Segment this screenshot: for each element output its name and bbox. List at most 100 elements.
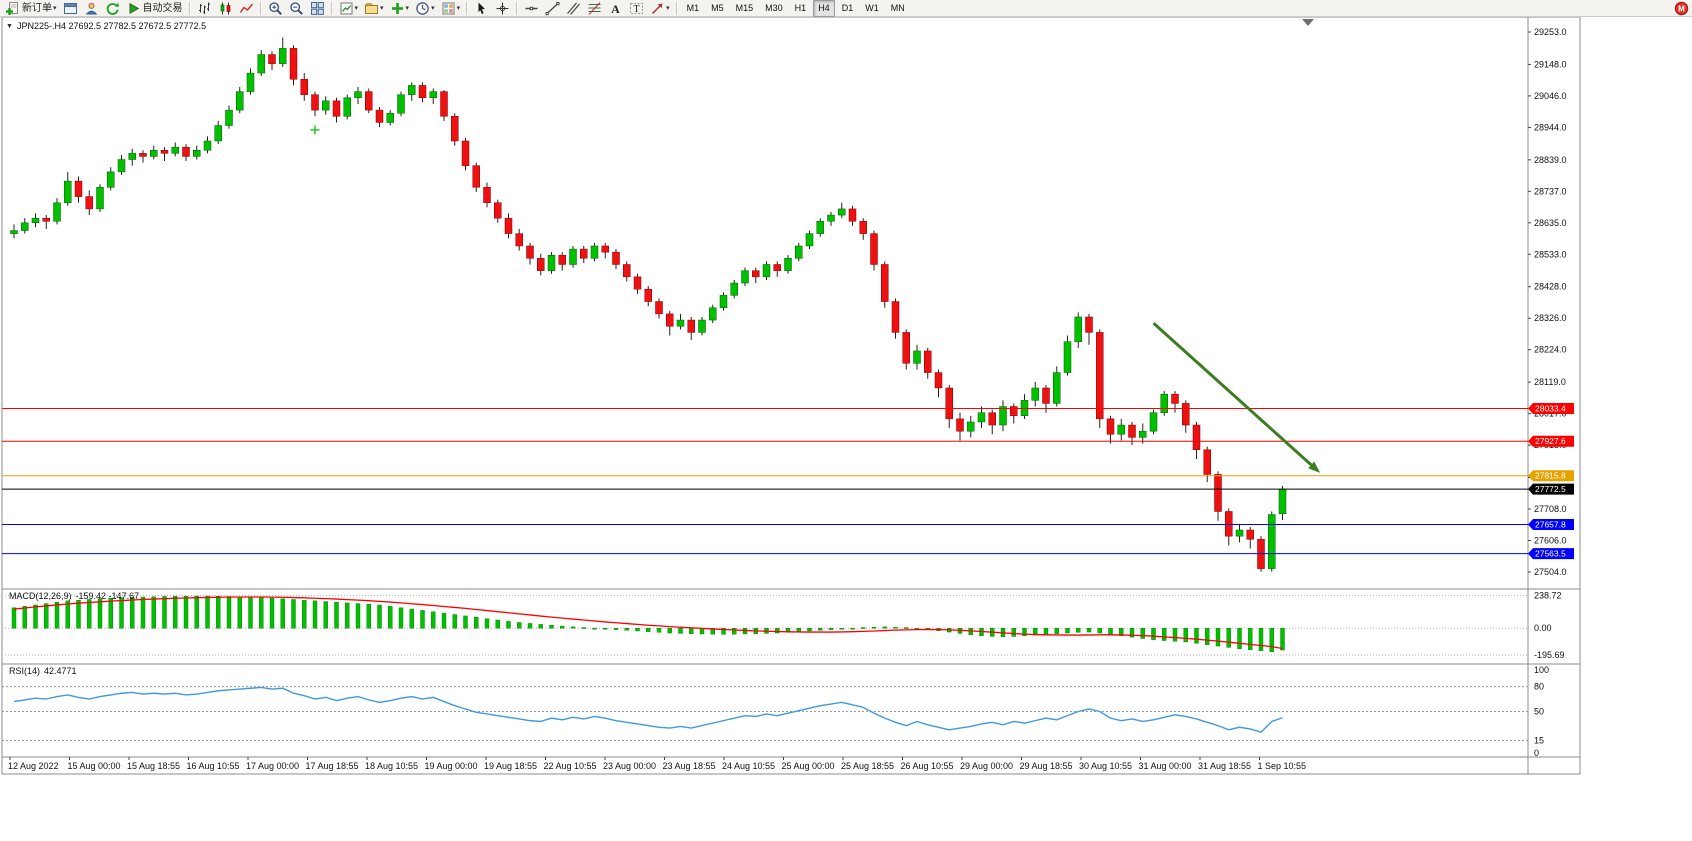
profiles-button[interactable]: ▾ bbox=[362, 1, 386, 16]
candle bbox=[623, 264, 631, 278]
indicators-button[interactable]: ▾ bbox=[388, 1, 412, 16]
macd-histogram-bar bbox=[1258, 628, 1264, 652]
macd-histogram-bar bbox=[732, 628, 737, 635]
templates-button[interactable]: ▾ bbox=[439, 1, 463, 16]
candle bbox=[988, 412, 996, 426]
candle bbox=[225, 109, 233, 126]
macd-histogram-bar bbox=[280, 598, 285, 629]
candle bbox=[590, 245, 599, 259]
chart-symbol-period: JPN225-.H4 bbox=[16, 21, 66, 31]
time-axis-label: 17 Aug 00:00 bbox=[246, 761, 299, 771]
price-tag bbox=[1528, 435, 1574, 447]
candle bbox=[655, 301, 663, 315]
label-button[interactable]: T bbox=[627, 1, 646, 16]
candle bbox=[644, 288, 652, 302]
refresh-button[interactable] bbox=[103, 1, 122, 16]
macd-histogram-bar bbox=[1215, 628, 1221, 647]
price-lines-group[interactable]: 28033.4 27927.6 27815.8 27772.5 27657.8 27563… bbox=[2, 403, 1574, 560]
periods-button[interactable]: ▾ bbox=[413, 1, 437, 16]
rsi-panel-group[interactable]: 100 80 50 15 0 bbox=[2, 665, 1549, 758]
timeframe-m15-button[interactable]: M15 bbox=[735, 3, 754, 13]
chart-shift-marker-icon[interactable] bbox=[1302, 19, 1314, 26]
candle bbox=[816, 221, 824, 234]
macd-scale-label: 238.72 bbox=[1534, 591, 1562, 601]
price-tag-label: 27772.5 bbox=[1535, 484, 1566, 494]
price-tag bbox=[1528, 403, 1574, 415]
cursor-button[interactable] bbox=[472, 1, 491, 16]
candle bbox=[418, 85, 427, 99]
timeframe-h1-button[interactable]: H1 bbox=[794, 3, 807, 13]
timeframe-d1-button[interactable]: D1 bbox=[841, 3, 854, 13]
window-icon bbox=[63, 1, 78, 16]
profile-button[interactable] bbox=[82, 1, 101, 16]
candle bbox=[1192, 424, 1201, 450]
macd-histogram-bar bbox=[1248, 628, 1253, 651]
candlestick-chart-button[interactable] bbox=[216, 1, 235, 16]
candle bbox=[1203, 449, 1211, 475]
text-button[interactable]: A bbox=[606, 1, 625, 16]
community-button[interactable]: M bbox=[1674, 1, 1692, 16]
trend-arrow[interactable] bbox=[1152, 322, 1313, 466]
time-axis-label: 29 Aug 00:00 bbox=[960, 761, 1013, 771]
new-order-button[interactable]: 新订单 ▾ bbox=[3, 1, 59, 16]
line-chart-button[interactable] bbox=[237, 1, 256, 16]
macd-histogram-bar bbox=[452, 614, 457, 629]
chart-frame bbox=[1, 16, 1581, 775]
macd-histogram-bar bbox=[388, 606, 393, 629]
refresh-icon bbox=[105, 1, 120, 16]
macd-histogram-bar bbox=[517, 622, 522, 629]
fibonacci-button[interactable] bbox=[585, 1, 604, 16]
horizontal-line-button[interactable] bbox=[522, 1, 541, 16]
zoom-out-button[interactable] bbox=[287, 1, 306, 16]
time-axis-label: 29 Aug 18:55 bbox=[1020, 761, 1073, 771]
time-axis[interactable]: 12 Aug 2022 15 Aug 00:00 15 Aug 18:55 16 Au… bbox=[8, 757, 1306, 771]
timeframe-m30-button[interactable]: M30 bbox=[765, 3, 783, 13]
candle bbox=[687, 319, 695, 333]
timeframe-m1-button[interactable]: M1 bbox=[686, 3, 700, 13]
candle bbox=[848, 208, 857, 222]
crosshair-button[interactable] bbox=[493, 1, 512, 16]
candle bbox=[193, 150, 201, 157]
price-axis-label: 29253.0 bbox=[1534, 27, 1567, 37]
macd-histogram-bar bbox=[11, 607, 17, 629]
timeframe-mn-button[interactable]: MN bbox=[890, 3, 905, 13]
macd-histogram-bar bbox=[775, 628, 780, 634]
timeframe-w1-button[interactable]: W1 bbox=[865, 3, 879, 13]
candle bbox=[752, 270, 760, 278]
candle bbox=[730, 282, 738, 296]
macd-panel-group[interactable]: 238.72 0.00 -195.69 bbox=[2, 591, 1565, 660]
candle bbox=[676, 319, 685, 327]
macd-histogram-bar bbox=[183, 595, 189, 629]
timeframe-m5-button[interactable]: M5 bbox=[711, 3, 724, 13]
charts-window-button[interactable] bbox=[61, 1, 80, 16]
candle bbox=[322, 100, 330, 111]
rsi-line bbox=[13, 686, 1283, 734]
macd-histogram-bar bbox=[1097, 628, 1102, 634]
macd-histogram-bar bbox=[1162, 628, 1167, 641]
crosshair-icon bbox=[495, 1, 510, 16]
channel-button[interactable] bbox=[564, 1, 583, 16]
clock-icon bbox=[415, 1, 430, 16]
macd-histogram-bar bbox=[538, 624, 543, 629]
trendline-button[interactable] bbox=[543, 1, 562, 16]
tile-windows-button[interactable] bbox=[308, 1, 327, 16]
new-chart-button[interactable]: ▾ bbox=[337, 1, 361, 16]
autotrading-button[interactable]: 自动交易 bbox=[124, 1, 185, 16]
macd-histogram-bar bbox=[269, 597, 275, 629]
time-axis-label: 31 Aug 00:00 bbox=[1139, 761, 1192, 771]
one-click-trading-toggle-icon[interactable]: ▼ bbox=[6, 23, 13, 30]
candle bbox=[601, 245, 609, 253]
toolbar-separator bbox=[516, 1, 519, 15]
zoom-in-button[interactable] bbox=[266, 1, 285, 16]
dropdown-arrow-icon: ▾ bbox=[354, 5, 359, 12]
timeframe-h4-button[interactable]: H4 bbox=[813, 0, 835, 17]
doc-plus-icon bbox=[5, 1, 20, 16]
candle bbox=[440, 91, 448, 117]
arrows-button[interactable]: ▾ bbox=[648, 1, 672, 16]
annotations-group[interactable] bbox=[310, 19, 1321, 473]
candle bbox=[1106, 418, 1115, 435]
bar-chart-button[interactable] bbox=[195, 1, 214, 16]
time-axis-label: 19 Aug 00:00 bbox=[425, 761, 478, 771]
